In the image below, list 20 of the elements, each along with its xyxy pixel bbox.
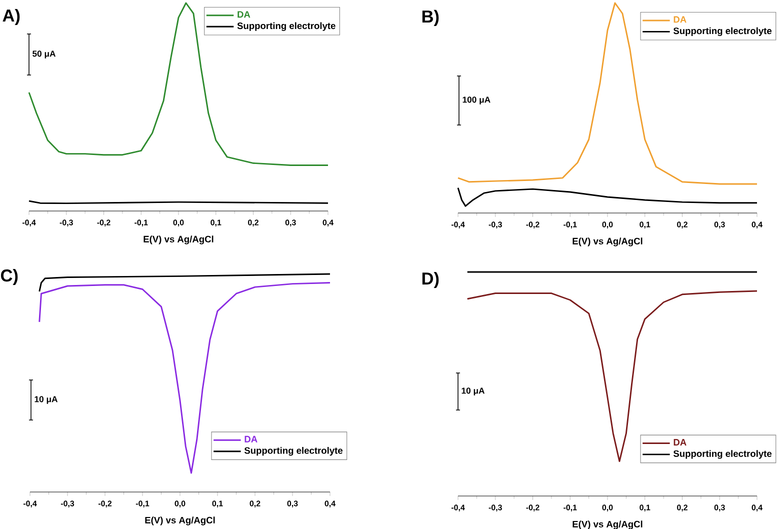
x-axis-title: E(V) vs Ag/AgCl (145, 516, 215, 526)
x-axis-title: E(V) vs Ag/AgCl (572, 520, 642, 529)
annotation: 100 μA (462, 96, 490, 104)
legend-label: Supporting electrolyte (237, 22, 336, 31)
annotation: 10 μA (34, 396, 58, 404)
legend-label: Supporting electrolyte (673, 450, 772, 459)
chart-title: A) (2, 8, 20, 26)
legend-label: DA (244, 436, 258, 442)
legend-label: DA (674, 439, 686, 446)
x-axis-title: E(V) vs Ag/AgCl (144, 236, 214, 244)
legend-label: DA (674, 16, 686, 23)
x-axis-title: E(V) vs Ag/AgCl (572, 238, 642, 246)
chart-title: C) (0, 268, 18, 286)
legend-label: Supporting electrolyte (673, 27, 772, 36)
chart-title: D) (422, 272, 439, 288)
annotation: 10 μA (462, 388, 485, 396)
legend-label: DA (238, 11, 250, 18)
annotation: 50 μA (32, 50, 56, 58)
legend-label: Supporting electrolyte (244, 446, 343, 456)
chart-title: B) (422, 10, 439, 26)
